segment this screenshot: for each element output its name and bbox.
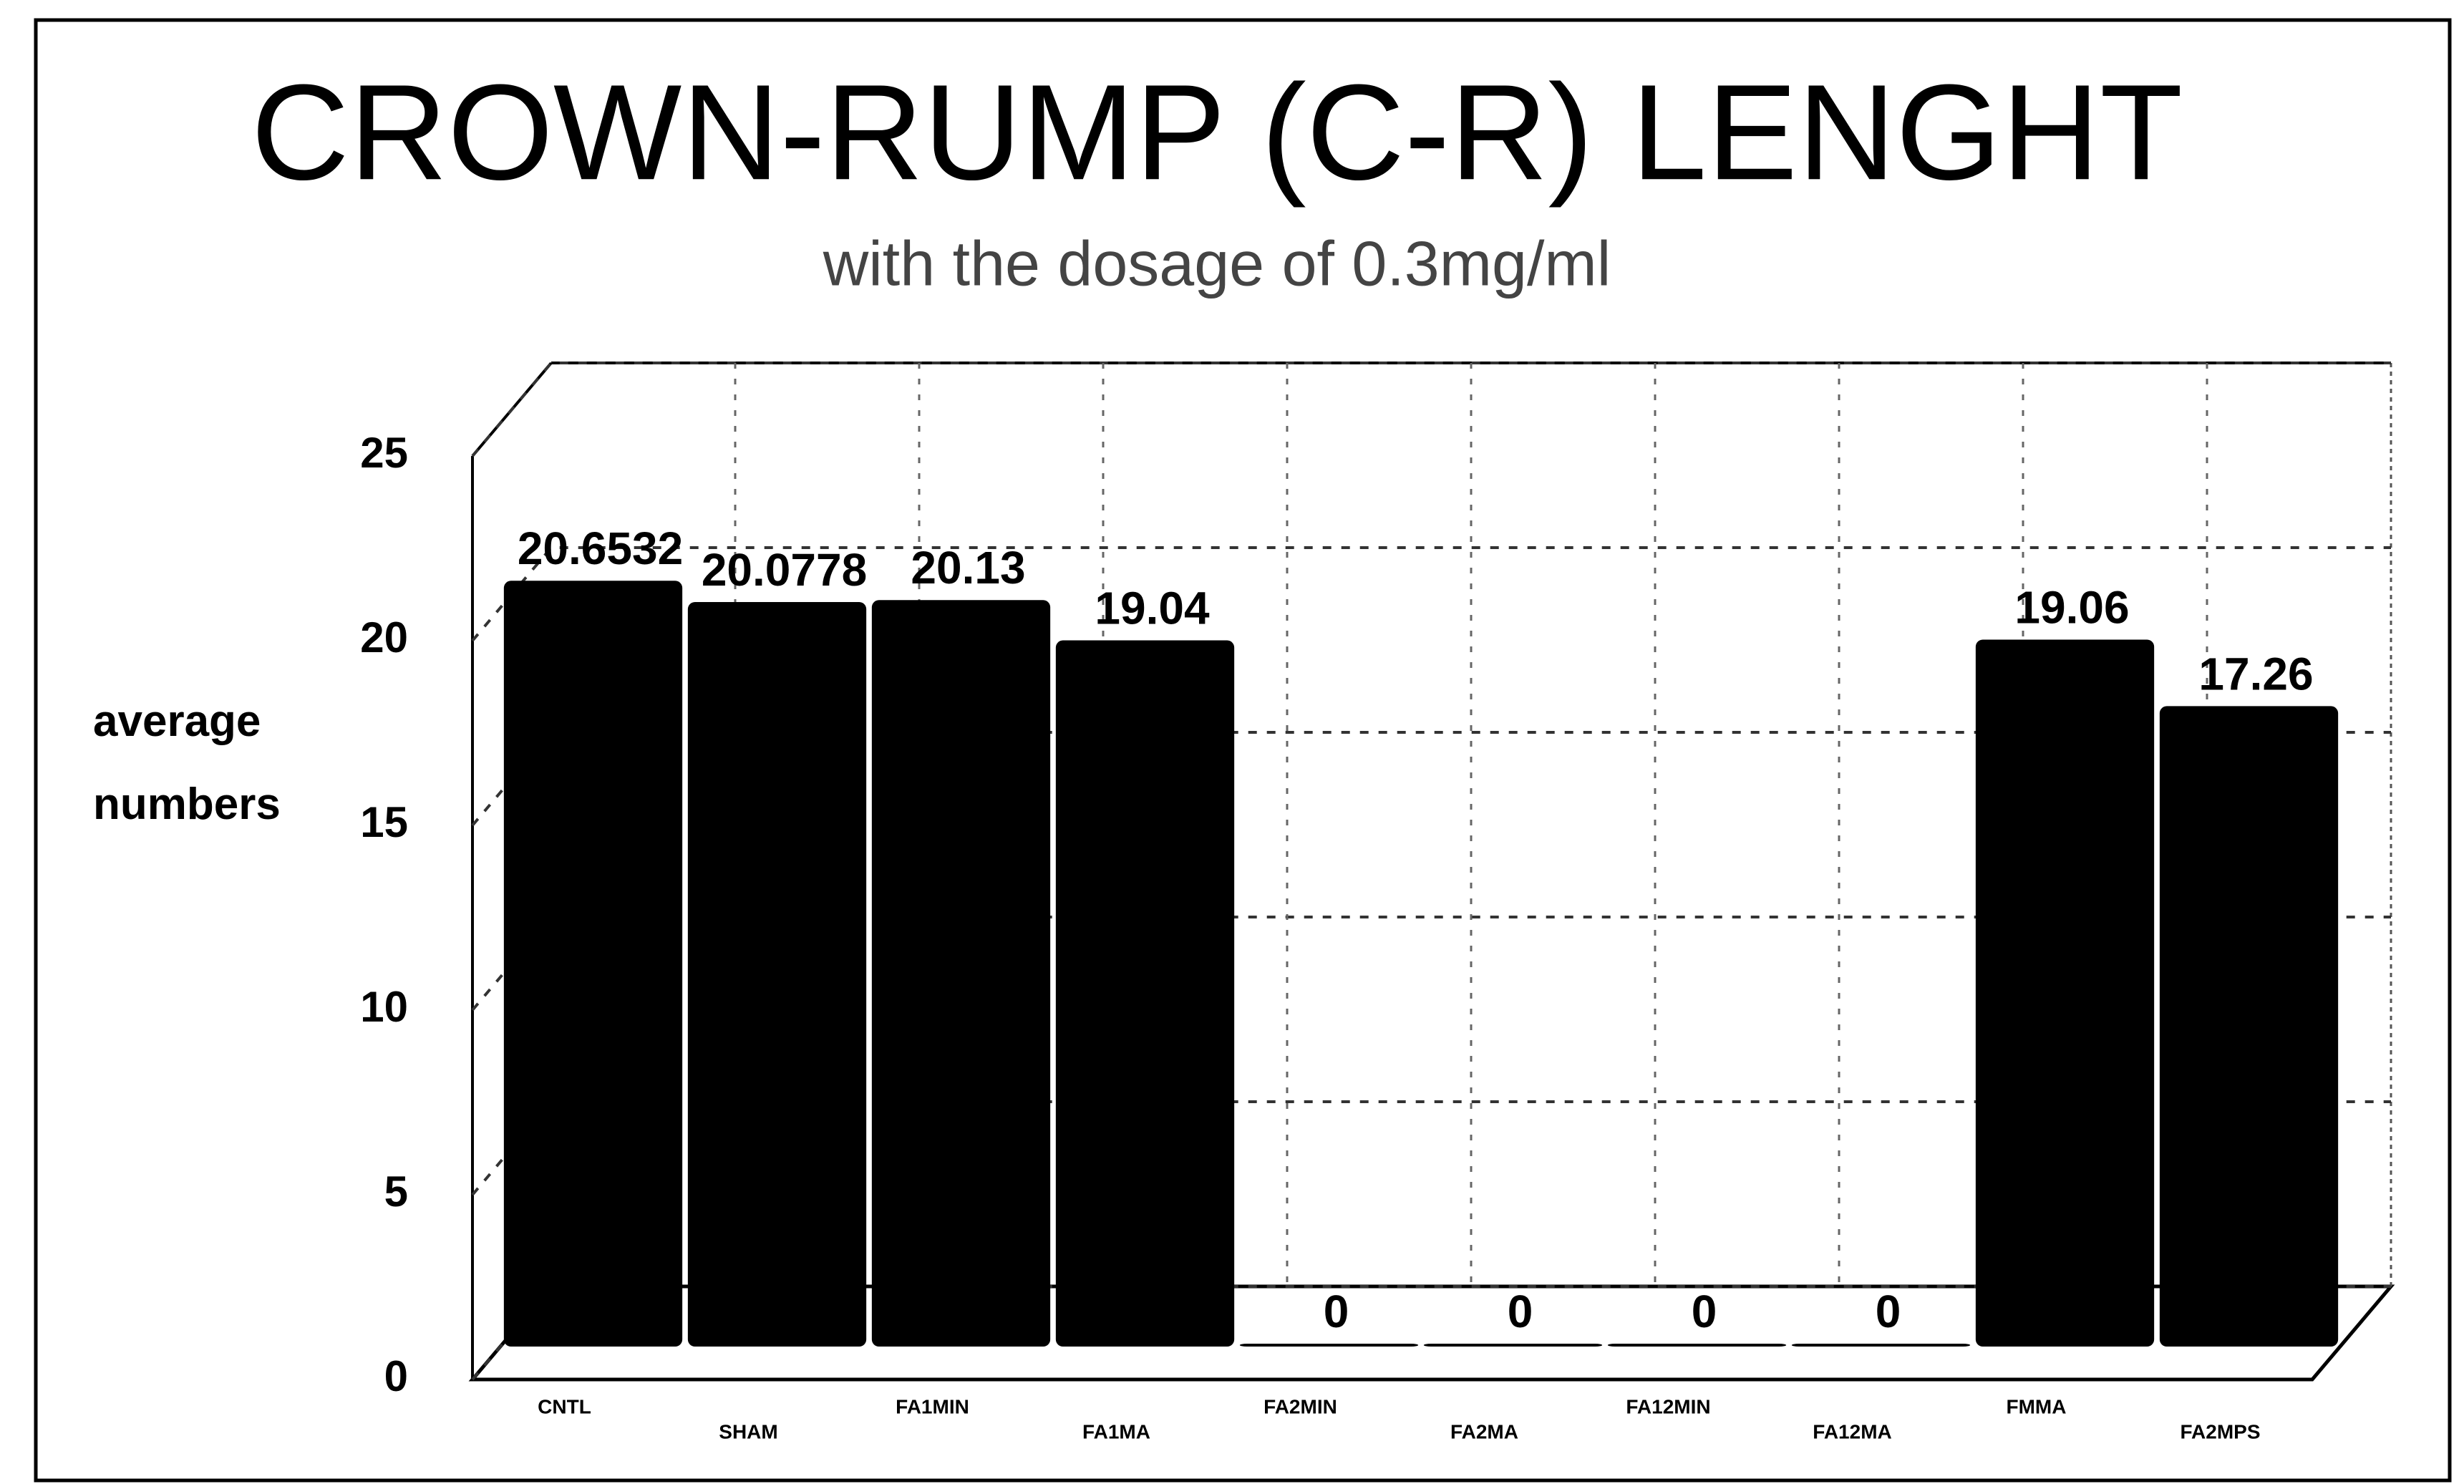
grid-line: [471, 1100, 2391, 1196]
y-tick-label: 0: [384, 1352, 408, 1400]
grid-line: [471, 731, 2391, 827]
y-axis-label: average numbers: [93, 697, 281, 829]
value-label: 17.26: [2198, 648, 2313, 699]
chart-title: CROWN-RUMP (C-R) LENGHT: [251, 57, 2183, 208]
value-label: 0: [1876, 1286, 1901, 1337]
bar: [687, 601, 867, 1347]
bar: [1975, 639, 2155, 1347]
y-tick-label: 20: [360, 614, 408, 661]
x-tick-label: FA12MA: [1813, 1420, 1891, 1442]
chart-subtitle: with the dosage of 0.3mg/ml: [823, 228, 1611, 299]
value-label: 0: [1324, 1286, 1349, 1337]
x-tick-label: FA1MA: [1082, 1420, 1150, 1442]
x-tick-label: FA1MIN: [896, 1395, 969, 1417]
bar: [1239, 1344, 1419, 1347]
x-tick-label: FA2MA: [1450, 1420, 1518, 1442]
value-label: 0: [1508, 1286, 1533, 1337]
x-tick-label: FA2MIN: [1263, 1395, 1337, 1417]
frame: [34, 18, 2452, 1483]
y-tick-label: 5: [384, 1168, 408, 1216]
grid-line: [471, 916, 2391, 1012]
bar: [1423, 1344, 1603, 1347]
y-tick-label: 15: [360, 798, 408, 846]
value-label: 19.04: [1095, 582, 1210, 634]
x-tick-label: CNTL: [538, 1395, 591, 1417]
x-tick-label: SHAM: [719, 1420, 777, 1442]
y-tick-label: 25: [360, 429, 408, 477]
y-tick-label: 10: [360, 983, 408, 1031]
grid-line: [471, 546, 2391, 642]
x-tick-label: FA2MPS: [2180, 1420, 2260, 1442]
bar: [1607, 1344, 1787, 1347]
grid-line: [471, 1285, 2391, 1381]
grid-line: [471, 362, 2391, 457]
value-label: 0: [1692, 1286, 1717, 1337]
bar: [1055, 640, 1235, 1347]
x-tick-label: FA12MIN: [1626, 1395, 1710, 1417]
bar: [1791, 1344, 1971, 1347]
bar: [2159, 706, 2339, 1347]
bar: [503, 581, 683, 1347]
value-label: 20.13: [911, 542, 1025, 593]
bar: [871, 600, 1051, 1347]
value-label: 19.06: [2014, 581, 2129, 633]
value-label: 20.0778: [702, 544, 867, 596]
x-tick-label: FMMA: [2007, 1395, 2067, 1417]
value-label: 20.6532: [518, 523, 683, 574]
